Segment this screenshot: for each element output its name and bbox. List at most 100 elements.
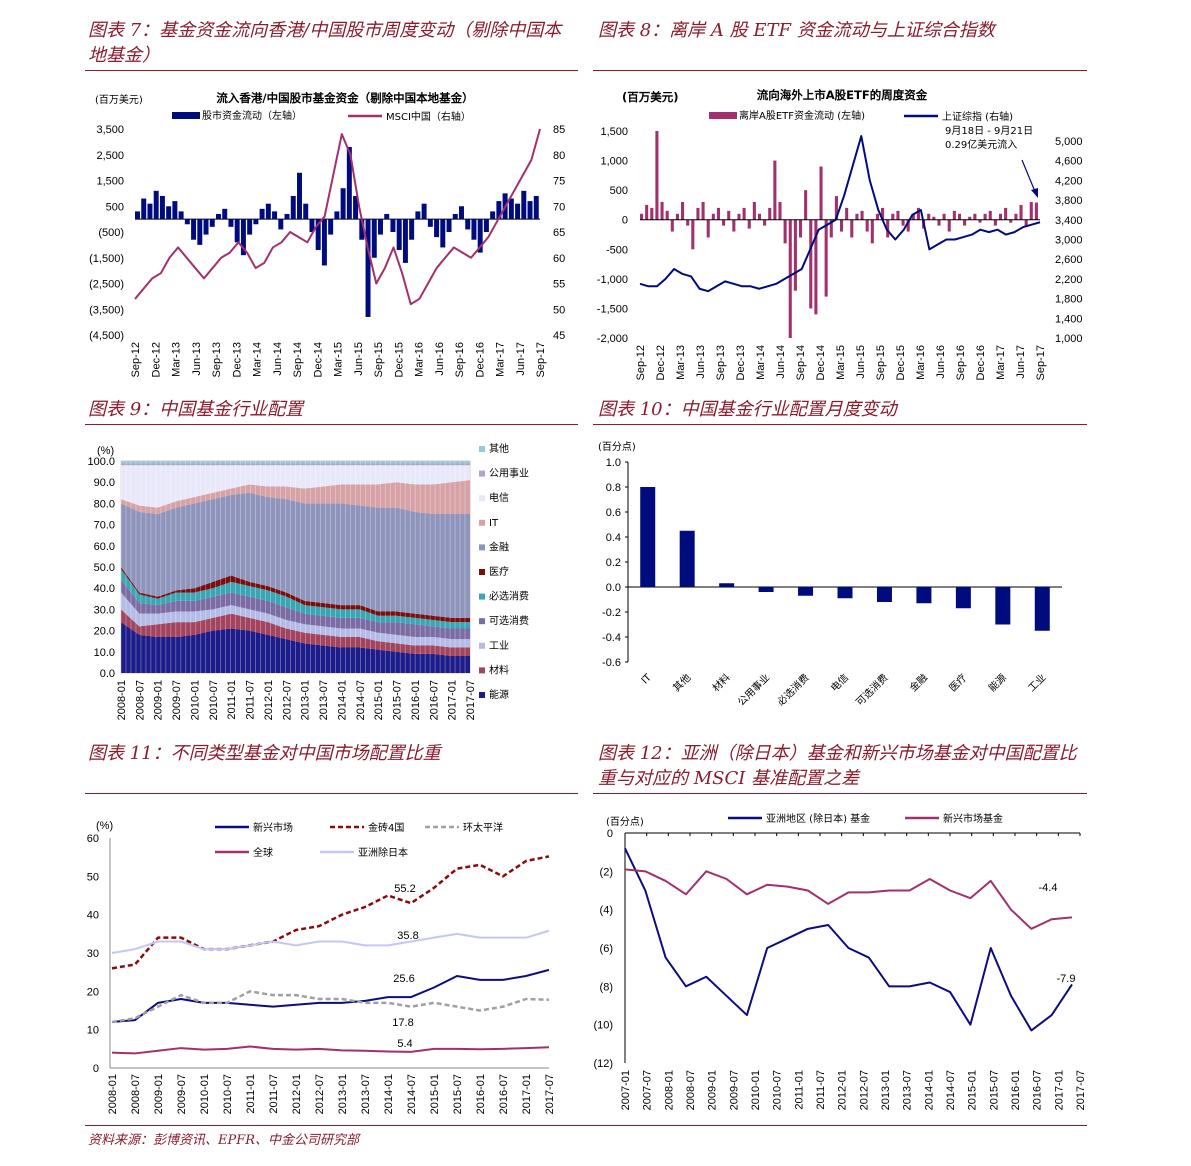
fig10-ytick: 0.6 — [606, 507, 621, 519]
fig7-flow-bar — [141, 198, 147, 220]
fig11-xtick: 2008-07 — [130, 1074, 142, 1114]
fig11-xtick: 2017-07 — [544, 1074, 556, 1114]
fig9-legend-必选消费: 必选消费 — [489, 590, 529, 603]
fig9-legend-swatch — [479, 642, 485, 649]
fig7-flow-bar — [290, 195, 296, 220]
fig12-ytick: (8) — [600, 981, 613, 993]
fig8-flow-bar — [686, 219, 690, 226]
fig8-flow-bar — [722, 219, 726, 226]
fig9-xtick: 2016-01 — [410, 680, 422, 720]
fig8-xtick: Dec-15 — [895, 345, 907, 380]
fig7-flow-bar — [328, 219, 334, 235]
divider — [85, 70, 578, 71]
fig12-ytick: (6) — [600, 943, 613, 955]
fig8-flow-bar — [768, 207, 772, 220]
fig8-flow-bar — [819, 166, 823, 220]
fig10-ytick: -0.4 — [602, 632, 621, 644]
fig10-ytick: 0.4 — [606, 532, 621, 544]
fig7-msci-line — [134, 128, 541, 306]
fig8-ytick-right: 4,200 — [1055, 175, 1083, 187]
fig8-flow-bar — [763, 219, 767, 226]
fig10-xtick: 公用事业 — [735, 671, 772, 708]
fig8-annotation-amount: 0.29亿美元流入 — [945, 138, 1017, 151]
fig11-heading: 图表 11：不同类型基金对中国市场配置比重 — [88, 743, 441, 764]
fig7-xtick: Sep-13 — [211, 342, 223, 377]
fig8-flow-bar — [947, 219, 951, 232]
fig8-xtick: Jun-17 — [1015, 345, 1027, 379]
fig7-flow-bar — [278, 219, 284, 230]
fig9-area-可选消费 — [121, 579, 470, 640]
fig7-ytick-right: 75 — [553, 176, 565, 188]
fig7-flow-bar — [515, 203, 521, 220]
fig7-flow-bar — [365, 219, 371, 317]
fig11-xtick: 2013-01 — [337, 1074, 349, 1114]
fig7-flow-bar — [390, 219, 396, 232]
fig12-ytick: (12) — [593, 1058, 613, 1070]
fig9-legend-swatch — [479, 544, 485, 551]
fig8-flow-bar — [860, 210, 864, 220]
fig9-ytick: 10.0 — [94, 647, 115, 659]
divider — [593, 424, 1087, 425]
fig11-data-label: 17.8 — [392, 1017, 413, 1029]
fig11-xtick: 2016-01 — [475, 1074, 487, 1114]
fig9-ytick: 60.0 — [94, 541, 115, 553]
fig7-xtick: Jun-13 — [191, 342, 203, 376]
fig7-flow-bar — [209, 219, 215, 227]
fig8-flow-bar — [681, 201, 685, 220]
fig8-xtick: Jun-14 — [775, 345, 787, 379]
fig8-ytick-left: 1,500 — [600, 126, 628, 138]
fig8-flow-bar — [798, 219, 803, 238]
fig8-ytick-right: 2,200 — [1055, 274, 1083, 286]
fig7-legend-flows-swatch — [172, 112, 200, 119]
fig9-legend-公用事业: 公用事业 — [489, 467, 529, 480]
fig8-flow-bar — [988, 210, 992, 220]
fig9-legend-swatch — [479, 446, 485, 452]
fig11-ytick: 50 — [87, 871, 99, 883]
fig7-xtick: Jun-17 — [515, 342, 527, 376]
fig11-xtick: 2009-01 — [153, 1074, 165, 1114]
fig12-xtick: 2012-01 — [837, 1070, 849, 1110]
fig7-ytick-left: 1,500 — [96, 176, 124, 188]
fig7-flow-bar — [402, 219, 408, 263]
fig8-flow-bar — [855, 213, 859, 220]
fig8-flow-bar — [865, 219, 869, 232]
fig8-flow-bar — [691, 219, 695, 250]
fig7-flow-bar — [297, 172, 302, 220]
fig8-flow-bar — [911, 213, 915, 220]
fig8-flow-bar — [998, 213, 1003, 220]
fig8-flow-bar — [660, 201, 664, 220]
fig7-flow-bar — [259, 208, 265, 220]
fig12-xtick: 2008-07 — [685, 1070, 697, 1110]
fig7-flow-bar — [222, 208, 228, 220]
fig7-ytick-left: 3,500 — [96, 124, 124, 136]
fig7-flow-bar — [427, 219, 433, 227]
fig8-ytick-left: -2,000 — [597, 333, 628, 345]
fig8-title: 流向海外上市A股ETF的周度资金 — [757, 88, 928, 102]
fig8-flow-bar — [675, 213, 679, 220]
fig9-xtick: 2011-07 — [245, 680, 257, 720]
fig7-xtick: Sep-15 — [373, 342, 385, 377]
fig9-xtick: 2014-07 — [355, 680, 367, 720]
fig8-xtick: Sep-16 — [955, 345, 967, 380]
fig7-flow-bar — [334, 211, 340, 220]
fig12-xtick: 2011-01 — [793, 1070, 805, 1110]
fig7-xtick: Mar-13 — [171, 342, 183, 377]
fig7-flow-bar — [184, 219, 190, 225]
fig7-flow-bar — [253, 219, 259, 225]
fig7-ytick-left: (4,500) — [89, 330, 124, 342]
fig8-flow-bar — [973, 213, 977, 220]
fig10-bar-医疗 — [955, 587, 971, 609]
fig10-xtick: 可选消费 — [853, 671, 890, 708]
fig11-data-label: 25.6 — [393, 973, 414, 985]
fig10-xtick: IT — [640, 672, 655, 687]
fig8-ytick-right: 2,600 — [1055, 254, 1083, 266]
fig9-area-工业 — [121, 592, 470, 648]
fig10-bar-必选消费 — [798, 587, 814, 596]
fig10-y-unit: (百分点) — [598, 441, 636, 453]
fig7-xtick: Dec-15 — [393, 342, 405, 377]
fig7-xtick: Sep-16 — [454, 342, 466, 377]
fig7-flow-bar — [496, 201, 502, 220]
fig9-ytick: 90.0 — [94, 477, 115, 489]
fig7-xtick: Jun-15 — [353, 342, 365, 376]
